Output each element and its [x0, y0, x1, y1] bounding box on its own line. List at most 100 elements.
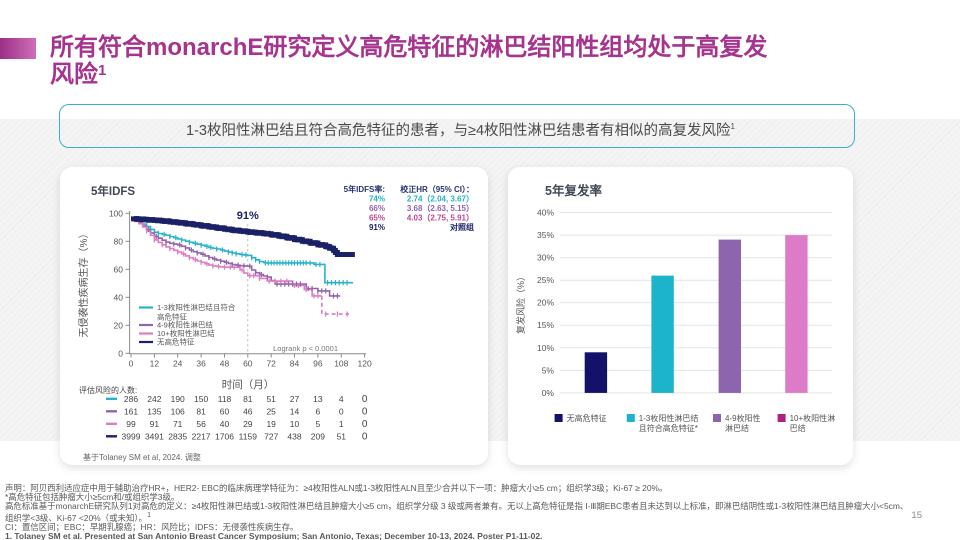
svg-text:10%: 10%	[537, 343, 554, 353]
svg-text:96: 96	[313, 359, 323, 369]
svg-text:29: 29	[243, 419, 253, 429]
svg-text:对照组: 对照组	[450, 222, 474, 232]
svg-text:46: 46	[243, 407, 253, 417]
svg-text:6: 6	[316, 407, 321, 417]
svg-text:0: 0	[129, 359, 134, 369]
svg-text:99: 99	[126, 419, 136, 429]
svg-text:0%: 0%	[542, 388, 555, 398]
svg-text:无高危特征: 无高危特征	[567, 413, 607, 423]
svg-text:5年IDFS: 5年IDFS	[91, 184, 135, 198]
svg-text:1159: 1159	[239, 432, 258, 442]
svg-text:5: 5	[316, 419, 321, 429]
svg-text:1-3枚阳性淋巴结且符合: 1-3枚阳性淋巴结且符合	[157, 302, 236, 312]
svg-text:5年复发率: 5年复发率	[545, 183, 602, 198]
svg-text:10: 10	[290, 419, 300, 429]
svg-text:40%: 40%	[537, 208, 554, 218]
svg-text:0: 0	[362, 419, 368, 430]
svg-text:91%: 91%	[369, 223, 385, 232]
svg-text:5年IDFS率:: 5年IDFS率:	[344, 184, 385, 194]
svg-text:36: 36	[196, 359, 206, 369]
svg-text:118: 118	[218, 394, 232, 404]
svg-text:0: 0	[362, 394, 368, 405]
svg-text:108: 108	[334, 359, 348, 369]
svg-text:3999: 3999	[122, 432, 141, 442]
svg-text:60: 60	[220, 407, 230, 417]
svg-text:1706: 1706	[215, 432, 234, 442]
svg-text:35%: 35%	[537, 230, 554, 240]
svg-text:190: 190	[171, 394, 185, 404]
svg-text:0: 0	[118, 348, 123, 358]
svg-text:20%: 20%	[537, 298, 554, 308]
svg-text:135: 135	[147, 407, 161, 417]
svg-text:91%: 91%	[237, 210, 259, 222]
svg-text:81: 81	[243, 394, 253, 404]
svg-text:60: 60	[243, 359, 253, 369]
svg-text:72: 72	[266, 359, 276, 369]
svg-text:84: 84	[290, 359, 300, 369]
svg-text:40: 40	[114, 292, 124, 302]
svg-text:51: 51	[337, 432, 347, 442]
svg-text:74%: 74%	[369, 195, 385, 204]
svg-text:71: 71	[173, 419, 183, 429]
svg-text:时间（月）: 时间（月）	[222, 378, 275, 391]
svg-text:2217: 2217	[192, 432, 211, 442]
svg-text:25%: 25%	[537, 275, 554, 285]
svg-text:10+枚阳性淋: 10+枚阳性淋	[790, 413, 836, 423]
svg-text:3491: 3491	[145, 432, 164, 442]
svg-text:120: 120	[358, 359, 372, 369]
svg-text:25: 25	[266, 407, 276, 417]
svg-text:19: 19	[266, 419, 276, 429]
svg-text:106: 106	[171, 407, 185, 417]
svg-text:0: 0	[339, 407, 344, 417]
svg-text:66%: 66%	[369, 204, 385, 213]
svg-text:27: 27	[290, 394, 300, 404]
svg-text:13: 13	[313, 394, 323, 404]
svg-text:校正HR（95% CI）：: 校正HR（95% CI）：	[400, 184, 474, 194]
svg-text:20: 20	[114, 320, 124, 330]
svg-text:24: 24	[173, 359, 183, 369]
svg-text:91: 91	[150, 419, 160, 429]
svg-text:4: 4	[339, 394, 344, 404]
svg-text:286: 286	[124, 394, 138, 404]
svg-text:10+枚阳性淋巴结: 10+枚阳性淋巴结	[157, 328, 215, 338]
svg-text:12: 12	[150, 359, 160, 369]
svg-text:438: 438	[287, 432, 301, 442]
svg-text:51: 51	[266, 394, 276, 404]
svg-text:242: 242	[147, 394, 161, 404]
svg-text:15%: 15%	[537, 320, 554, 330]
svg-text:5%: 5%	[542, 365, 555, 375]
svg-text:4-9枚阳性淋巴结: 4-9枚阳性淋巴结	[157, 320, 213, 330]
svg-text:高危特征: 高危特征	[157, 312, 187, 322]
svg-text:3.68（2.63, 5.15）: 3.68（2.63, 5.15）	[407, 203, 474, 213]
svg-text:48: 48	[220, 359, 230, 369]
svg-text:0: 0	[362, 432, 368, 443]
svg-text:无高危特征: 无高危特征	[157, 337, 195, 347]
svg-text:1: 1	[339, 419, 344, 429]
svg-text:淋巴结: 淋巴结	[725, 423, 749, 433]
svg-text:150: 150	[194, 394, 208, 404]
svg-text:727: 727	[264, 432, 278, 442]
svg-text:65%: 65%	[369, 214, 385, 223]
svg-text:80: 80	[114, 236, 124, 246]
svg-text:209: 209	[311, 432, 325, 442]
svg-text:4.03（2.75, 5.91）: 4.03（2.75, 5.91）	[407, 213, 474, 223]
svg-text:评估风险的人数:: 评估风险的人数:	[79, 385, 137, 395]
svg-text:100: 100	[109, 208, 123, 218]
svg-text:复发风险（%）: 复发风险（%）	[515, 272, 526, 334]
svg-text:56: 56	[196, 419, 206, 429]
svg-text:基于Tolaney SM et al, 2024. 调整: 基于Tolaney SM et al, 2024. 调整	[83, 452, 201, 462]
svg-text:无侵袭性疾病生存（%）: 无侵袭性疾病生存（%）	[77, 229, 90, 338]
svg-text:60: 60	[114, 264, 124, 274]
svg-text:30%: 30%	[537, 253, 554, 263]
svg-text:Logrank p < 0.0001: Logrank p < 0.0001	[273, 344, 338, 353]
svg-text:且符合高危特征*: 且符合高危特征*	[639, 423, 698, 433]
svg-text:161: 161	[124, 407, 138, 417]
svg-text:2.74（2.04, 3.67）: 2.74（2.04, 3.67）	[407, 194, 474, 204]
svg-text:巴结: 巴结	[790, 423, 806, 433]
svg-text:40: 40	[220, 419, 230, 429]
svg-text:14: 14	[290, 407, 300, 417]
svg-text:2835: 2835	[168, 432, 187, 442]
svg-text:0: 0	[362, 407, 368, 418]
svg-text:4-9枚阳性: 4-9枚阳性	[725, 413, 761, 423]
svg-text:81: 81	[196, 407, 206, 417]
